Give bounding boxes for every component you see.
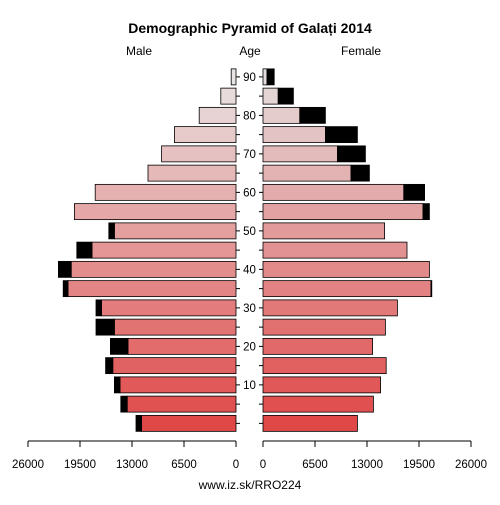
male-bar-40-44 — [70, 260, 237, 278]
female-bar-50-54 — [262, 222, 385, 240]
age-tick-label: 50 — [243, 226, 256, 238]
chart-title: Demographic Pyramid of Galați 2014 — [128, 20, 372, 36]
female-bar-20-24 — [262, 337, 373, 355]
male-excess-bar-50-54 — [108, 222, 115, 240]
male-bar-10-14 — [119, 376, 237, 394]
female-bar-40-44 — [262, 260, 430, 278]
female-bar-0-4 — [262, 414, 358, 432]
male-bar-85-89 — [220, 87, 237, 105]
male-bar-70-74 — [161, 145, 237, 163]
age-tick-label: 20 — [243, 341, 256, 353]
male-excess-bar-10-14 — [114, 376, 121, 394]
male-excess-bar-30-34 — [95, 299, 102, 317]
female-bar-75-79 — [262, 126, 326, 144]
male-bar-75-79 — [173, 126, 237, 144]
male-bar-5-9 — [126, 395, 237, 413]
female-bar-55-59 — [262, 203, 424, 221]
male-bar-30-34 — [101, 299, 237, 317]
female-excess-bar-65-69 — [350, 164, 370, 182]
age-tick-label: 10 — [243, 380, 256, 392]
male-bar-45-49 — [91, 241, 237, 259]
male-excess-bar-45-49 — [76, 241, 93, 259]
male-bar-0-4 — [141, 414, 237, 432]
male-x-tick-label: 26000 — [12, 459, 44, 471]
male-excess-bar-20-24 — [110, 337, 129, 355]
male-bar-50-54 — [114, 222, 237, 240]
age-tick-label: 30 — [243, 303, 256, 315]
female-bar-15-19 — [262, 357, 387, 375]
female-excess-bar-90+ — [266, 68, 275, 86]
male-excess-bar-40-44 — [58, 260, 72, 278]
male-bar-90+ — [230, 68, 237, 86]
age-ticks-layer: 10 20 30 40 50 60 70 80 90 — [236, 72, 263, 424]
male-bar-20-24 — [127, 337, 237, 355]
female-x-tick-label: 13000 — [351, 459, 383, 471]
male-bar-55-59 — [74, 203, 237, 221]
male-excess-bar-5-9 — [120, 395, 128, 413]
footer-url: www.iz.sk/RRO224 — [198, 478, 302, 492]
male-bar-15-19 — [112, 357, 237, 375]
female-x-tick-label: 19500 — [403, 459, 435, 471]
female-bar-60-64 — [262, 183, 405, 201]
female-bar-80-84 — [262, 106, 301, 124]
female-excess-bar-55-59 — [422, 203, 430, 221]
female-bar-25-29 — [262, 318, 386, 336]
male-x-tick-label: 0 — [233, 459, 239, 471]
female-bar-10-14 — [262, 376, 381, 394]
female-x-tick-label: 0 — [260, 459, 266, 471]
x-ticks-layer: 26000 19500 13000 6500 0 0 6500 13000 19500 26000 — [12, 441, 487, 471]
female-excess-bar-60-64 — [403, 183, 425, 201]
female-bar-90+ — [262, 68, 268, 86]
male-excess-bar-0-4 — [135, 414, 142, 432]
age-tick-label: 40 — [243, 264, 256, 276]
female-x-tick-label: 6500 — [302, 459, 328, 471]
age-tick-label: 80 — [243, 110, 256, 122]
female-excess-bar-80-84 — [299, 106, 326, 124]
female-bar-85-89 — [262, 87, 279, 105]
male-label: Male — [126, 44, 152, 58]
male-x-tick-label: 6500 — [171, 459, 197, 471]
female-excess-bar-85-89 — [277, 87, 294, 105]
female-bar-30-34 — [262, 299, 398, 317]
female-label: Female — [341, 44, 381, 58]
female-bar-70-74 — [262, 145, 338, 163]
female-bar-65-69 — [262, 164, 352, 182]
bars-layer — [58, 68, 433, 432]
male-bar-80-84 — [198, 106, 237, 124]
male-excess-bar-15-19 — [105, 357, 114, 375]
male-bar-60-64 — [94, 183, 237, 201]
male-excess-bar-35-39 — [62, 280, 69, 298]
male-bar-65-69 — [147, 164, 237, 182]
female-excess-bar-70-74 — [336, 145, 366, 163]
female-bar-45-49 — [262, 241, 408, 259]
female-bar-35-39 — [262, 280, 432, 298]
male-x-tick-label: 13000 — [116, 459, 148, 471]
age-tick-label: 60 — [243, 187, 256, 199]
male-bar-25-29 — [114, 318, 237, 336]
female-excess-bar-35-39 — [430, 280, 433, 298]
male-excess-bar-25-29 — [95, 318, 115, 336]
female-bar-5-9 — [262, 395, 374, 413]
age-tick-label: 70 — [243, 149, 256, 161]
male-x-tick-label: 19500 — [64, 459, 96, 471]
female-x-tick-label: 26000 — [455, 459, 487, 471]
age-tick-label: 90 — [243, 72, 256, 84]
female-excess-bar-75-79 — [324, 126, 358, 144]
male-bar-35-39 — [67, 280, 237, 298]
age-label: Age — [239, 44, 261, 58]
